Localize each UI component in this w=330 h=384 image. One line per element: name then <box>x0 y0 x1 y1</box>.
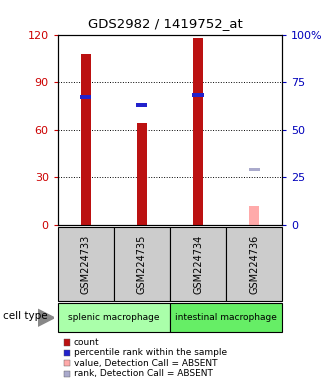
Bar <box>81 54 91 225</box>
Text: GSM224733: GSM224733 <box>81 234 91 294</box>
Text: splenic macrophage: splenic macrophage <box>68 313 160 322</box>
Text: GSM224735: GSM224735 <box>137 234 147 294</box>
Text: intestinal macrophage: intestinal macrophage <box>175 313 277 322</box>
Bar <box>136 103 148 107</box>
Polygon shape <box>38 310 54 326</box>
Text: value, Detection Call = ABSENT: value, Detection Call = ABSENT <box>74 359 217 368</box>
Bar <box>80 95 91 99</box>
Text: GSM224736: GSM224736 <box>249 234 259 294</box>
Text: percentile rank within the sample: percentile rank within the sample <box>74 348 227 358</box>
Bar <box>248 167 260 172</box>
Text: GSM224734: GSM224734 <box>193 234 203 294</box>
Bar <box>137 123 147 225</box>
Text: count: count <box>74 338 99 347</box>
Text: GDS2982 / 1419752_at: GDS2982 / 1419752_at <box>88 17 242 30</box>
Bar <box>192 93 204 98</box>
Text: rank, Detection Call = ABSENT: rank, Detection Call = ABSENT <box>74 369 213 378</box>
Bar <box>193 38 203 225</box>
Text: cell type: cell type <box>3 311 48 321</box>
Bar <box>249 206 259 225</box>
